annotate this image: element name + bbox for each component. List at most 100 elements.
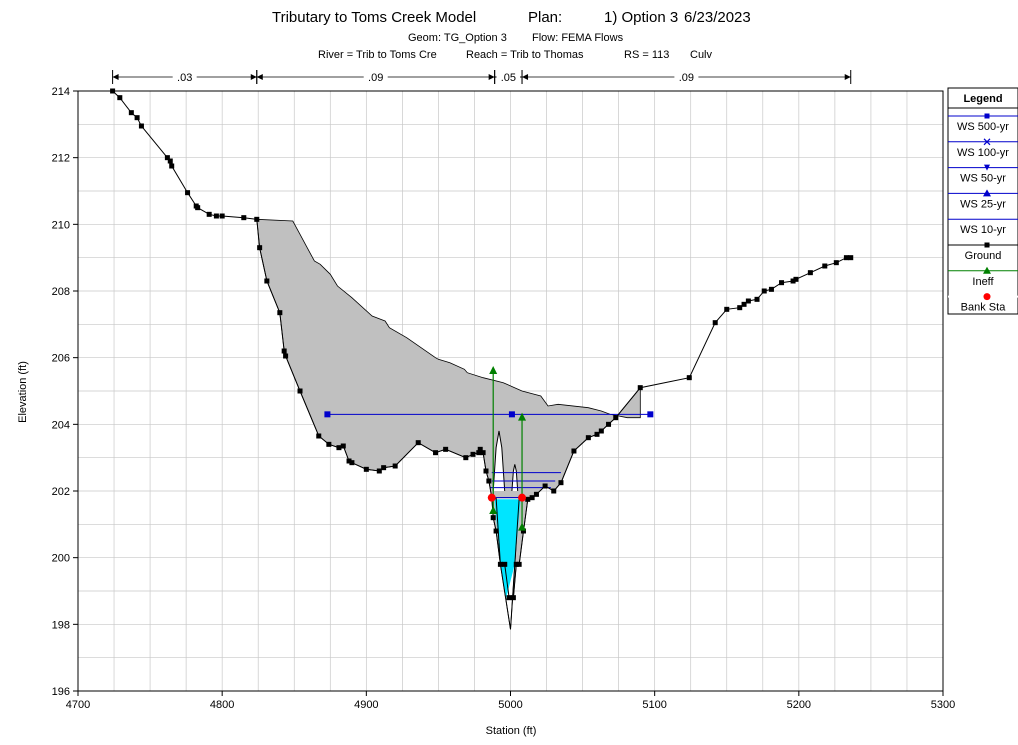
y-tick-label: 202: [52, 486, 70, 498]
y-tick-label: 200: [52, 553, 70, 565]
ineffective-flow-marker: [489, 366, 498, 374]
ws-500-marker: [508, 411, 515, 418]
ground-point: [138, 123, 144, 129]
ground-point: [283, 353, 289, 359]
ground-point: [316, 433, 322, 439]
legend-item-label: WS 50-yr: [960, 173, 1006, 185]
ground-point: [533, 491, 539, 497]
x-tick-label: 4800: [210, 699, 234, 711]
y-tick-label: 196: [52, 686, 70, 698]
ground-point: [606, 421, 612, 427]
chart-subtitle-rs: RS = 113: [624, 49, 669, 61]
chart-title-option: 1) Option 3: [604, 9, 678, 26]
ground-point: [346, 458, 352, 464]
ground-point: [613, 415, 619, 421]
x-tick-label: 4900: [354, 699, 378, 711]
mannings-n-label: .05: [501, 72, 516, 84]
ground-point: [476, 450, 482, 456]
ground-point: [833, 260, 839, 266]
mannings-n-arrow: [250, 74, 257, 80]
ws-500-marker: [324, 411, 331, 418]
ground-point: [686, 375, 692, 381]
x-axis-title: Station (ft): [486, 725, 537, 737]
legend-item-label: WS 100-yr: [957, 147, 1009, 159]
ground-point: [790, 278, 796, 284]
ground-point: [349, 460, 355, 466]
legend-item-label: WS 500-yr: [957, 121, 1009, 133]
legend-title: Legend: [963, 93, 1002, 105]
ground-point: [493, 528, 499, 534]
ground-point: [213, 213, 219, 219]
ground-point: [745, 298, 751, 304]
ground-point: [281, 348, 287, 354]
ground-point: [571, 448, 577, 454]
mannings-n-arrow: [112, 74, 119, 80]
ground-point: [525, 496, 531, 502]
y-tick-label: 210: [52, 219, 70, 231]
mannings-n-bar: .03 .09 .05 .09: [112, 70, 852, 84]
chart-subtitle-river: River = Trib to Toms Cre: [318, 49, 437, 61]
ground-point: [807, 270, 813, 276]
legend-marker-triangle-down: [984, 164, 990, 171]
ground-point: [257, 245, 263, 251]
y-tick-label: 198: [52, 619, 70, 631]
ground-point: [551, 488, 557, 494]
ground-point: [254, 216, 260, 222]
axes: 4700 4800 4900 5000 5100 5200 5300 196 198 200 202…: [52, 86, 956, 711]
ground-point: [594, 431, 600, 437]
legend-item-label: Ground: [965, 250, 1002, 262]
ground-point: [741, 301, 747, 307]
y-tick-label: 208: [52, 286, 70, 298]
ground-point: [480, 450, 486, 456]
mannings-n-arrow: [488, 74, 495, 80]
ineffective-flow-marker: [489, 506, 498, 514]
ws-500-marker: [647, 411, 654, 418]
legend-marker-x: [983, 138, 991, 146]
ineffective-flow-marker: [518, 522, 527, 531]
ground-point: [637, 385, 643, 391]
ground-point: [336, 445, 342, 451]
x-tick-label: 5100: [642, 699, 666, 711]
ground-point: [510, 595, 516, 601]
ground-point: [542, 483, 548, 489]
ground-point: [529, 495, 535, 501]
ground-point: [117, 95, 123, 101]
mannings-n-label-bg: [172, 70, 197, 83]
ground-point: [793, 276, 799, 282]
ground-point: [381, 465, 387, 471]
y-tick-label: 212: [52, 153, 70, 165]
ground-point: [264, 278, 270, 284]
ground-point: [848, 255, 854, 261]
x-tick-label: 4700: [66, 699, 90, 711]
legend-marker-triangle-up: [983, 189, 991, 197]
mannings-n-label-bg: [496, 70, 521, 83]
ground-point: [363, 466, 369, 472]
mannings-n-arrow: [256, 74, 263, 80]
ground-point: [392, 463, 398, 469]
ground-point: [779, 280, 785, 286]
ground-line: [112, 90, 851, 599]
mannings-n-label: .03: [177, 72, 192, 84]
ineffective-flow-marker: [518, 412, 527, 421]
x-tick-label: 5200: [787, 699, 811, 711]
legend-marker-triangle-up: [983, 266, 991, 274]
chart-title: Tributary to Toms Creek Model: [272, 9, 476, 26]
ground-point: [486, 478, 492, 484]
ground-point: [219, 213, 225, 219]
ground-point: [340, 443, 346, 449]
ground-point: [241, 215, 247, 221]
mannings-n-label-bg: [363, 70, 388, 83]
ground-point: [326, 441, 332, 447]
ground-point: [737, 305, 743, 311]
mannings-n-label-bg: [674, 70, 699, 83]
legend-item-label: WS 10-yr: [960, 224, 1006, 236]
ground-point: [502, 561, 508, 567]
y-axis-title: Elevation (ft): [17, 361, 29, 423]
bank-station-marker: [487, 493, 496, 502]
chart-subtitle-flow: Flow: FEMA Flows: [532, 32, 624, 44]
ground-point: [164, 155, 170, 161]
ground-point: [128, 110, 134, 116]
culvert-right-opening: [511, 464, 519, 492]
ground-point: [443, 446, 449, 452]
